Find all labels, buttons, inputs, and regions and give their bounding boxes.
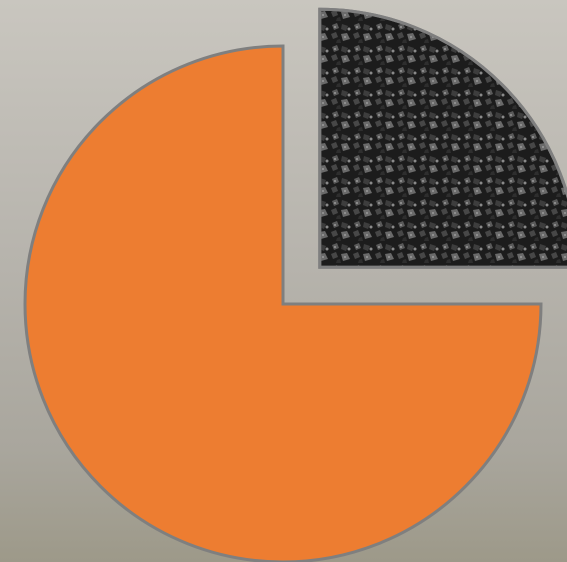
slice-texture	[318, 7, 567, 269]
pie	[23, 7, 567, 562]
pie-slice	[23, 44, 543, 562]
